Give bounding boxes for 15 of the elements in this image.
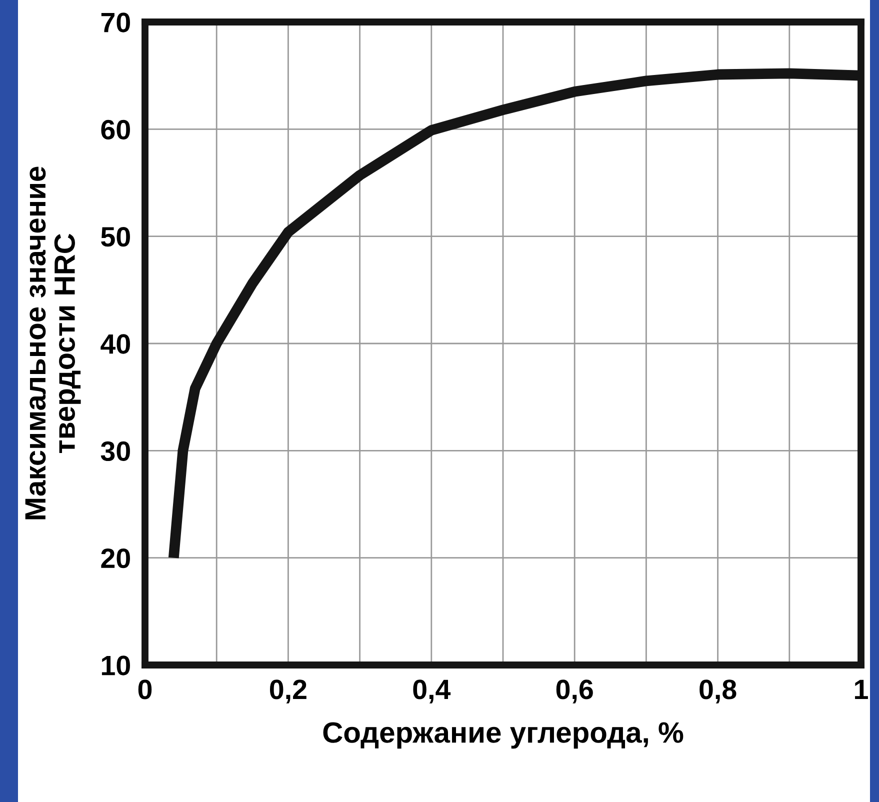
y-axis-title: Максимальное значение твердости HRC — [25, 166, 81, 520]
y-tick-label: 70 — [101, 12, 130, 32]
x-tick-label: 0,8 — [700, 680, 736, 704]
y-tick-label: 50 — [101, 227, 130, 247]
y-tick-label: 20 — [101, 548, 130, 568]
x-tick-label: 0 — [138, 680, 152, 700]
x-tick-label: 0,4 — [413, 680, 451, 704]
x-axis-title: Содержание углерода, % — [323, 722, 684, 749]
y-tick-label: 30 — [100, 441, 130, 462]
x-tick-label: 0,2 — [270, 680, 306, 704]
y-tick-label: 10 — [102, 656, 130, 676]
x-tick-label: 0,6 — [556, 680, 593, 704]
y-tick-label: 40 — [100, 334, 130, 354]
x-tick-label: 1 — [855, 680, 868, 700]
y-tick-label: 60 — [101, 120, 130, 140]
